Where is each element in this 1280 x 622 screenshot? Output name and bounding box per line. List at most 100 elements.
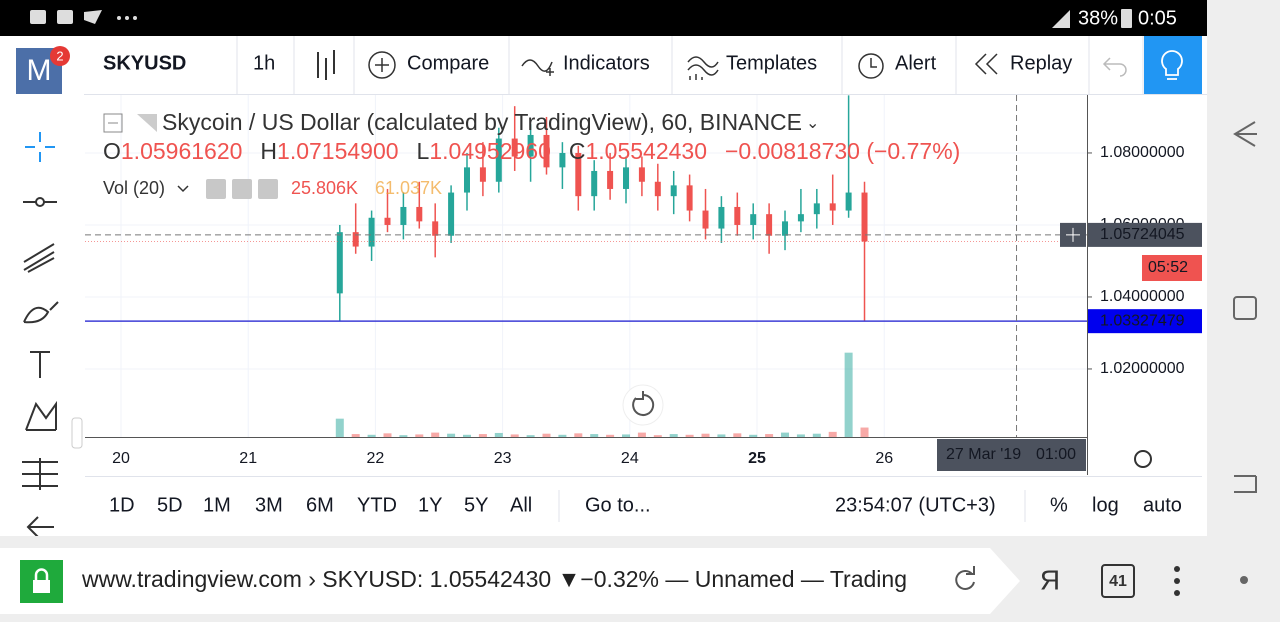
ideas-button[interactable] xyxy=(1144,36,1202,94)
compare[interactable]: Compare xyxy=(407,52,489,74)
x-tick-label: 22 xyxy=(367,450,385,467)
drawing-tools[interactable] xyxy=(22,132,59,538)
volume-bar xyxy=(796,434,805,437)
reset-chart[interactable] xyxy=(622,384,664,426)
horizontal-line-label-bg xyxy=(1088,309,1202,334)
volume-bar xyxy=(399,435,408,437)
volume-value: 25.806K xyxy=(291,178,358,198)
candle-body xyxy=(400,206,407,225)
x-tick-label: 24 xyxy=(621,450,639,467)
candle-body xyxy=(559,152,566,168)
volume-bar xyxy=(383,433,392,437)
ohlc-legend: O1.05961620 H1.07154900 L1.04952960 C1.0554… xyxy=(103,138,960,164)
candle-body xyxy=(495,138,502,182)
candle-body xyxy=(861,192,868,242)
indicators[interactable]: Indicators xyxy=(563,52,650,74)
auto-toggle[interactable]: auto xyxy=(1143,494,1182,516)
nav-bar xyxy=(1207,0,1280,622)
server-clock: 23:54:07 (UTC+3) xyxy=(835,494,996,516)
candle-body xyxy=(766,214,773,236)
chart-style-icon[interactable] xyxy=(317,50,335,80)
candle-body xyxy=(575,152,582,197)
settings[interactable] xyxy=(1134,450,1152,468)
sidebar-handle[interactable] xyxy=(71,417,83,449)
compare-icon xyxy=(368,51,396,79)
url: www.tradingview.com › SKYUSD: 1.05542430… xyxy=(81,566,907,592)
badge xyxy=(50,46,70,66)
url-field[interactable] xyxy=(0,548,1020,614)
range-buttons: 1D 5D 1M 3M 6M YTD 1Y 5Y All xyxy=(109,494,532,516)
volume-bar xyxy=(494,432,503,437)
volume-bar xyxy=(812,433,821,437)
volume-bar xyxy=(478,434,487,437)
candle-body xyxy=(368,217,375,247)
volume-bar xyxy=(669,434,678,437)
volume-bar xyxy=(367,434,376,437)
series xyxy=(335,95,869,437)
collapse-legend[interactable] xyxy=(103,113,123,133)
candle-body xyxy=(702,210,709,229)
range-button[interactable]: 6M xyxy=(306,494,334,516)
nav-buttons[interactable] xyxy=(1233,121,1257,493)
volume-bar xyxy=(781,432,790,437)
volume-bar xyxy=(447,433,456,437)
range-button[interactable]: 5Y xyxy=(464,494,488,516)
tabs-button[interactable] xyxy=(1101,564,1135,598)
toolbar-dividers xyxy=(84,36,1207,95)
candle-body xyxy=(670,185,677,197)
log-toggle[interactable]: log xyxy=(1092,494,1119,516)
indicators-icon xyxy=(521,59,554,76)
menu[interactable] xyxy=(1174,566,1180,596)
chevron[interactable]: ⌄ xyxy=(806,115,819,132)
candle-body xyxy=(718,206,725,229)
yandex[interactable]: Я xyxy=(1040,564,1060,595)
templates[interactable]: Templates xyxy=(726,52,817,74)
badge-count: 2 xyxy=(56,48,63,63)
volume-bar xyxy=(637,432,646,437)
range-button[interactable]: 1M xyxy=(203,494,231,516)
interval[interactable]: 1h xyxy=(253,52,275,74)
candle-body xyxy=(734,206,741,225)
percent-toggle[interactable]: % xyxy=(1050,494,1068,516)
countdown-bg xyxy=(1142,255,1202,281)
symbol[interactable]: SKYUSD xyxy=(103,52,186,74)
alert[interactable]: Alert xyxy=(895,52,937,74)
ohlc-value: 1.04952960 xyxy=(429,138,551,164)
candle-body xyxy=(448,192,455,236)
status-icons xyxy=(30,9,1132,28)
volume-bar xyxy=(860,427,869,437)
candle-body xyxy=(797,214,804,222)
change: −0.00818730 (−0.77%) xyxy=(725,138,960,164)
undo[interactable] xyxy=(1102,57,1127,77)
candle-body xyxy=(432,221,439,236)
volume-bar xyxy=(542,433,551,437)
x-tick-label: 23 xyxy=(494,450,512,467)
range-button[interactable]: All xyxy=(510,494,532,516)
symbol-logo xyxy=(137,114,157,132)
volume-bar xyxy=(431,432,440,437)
clock: 0:05 xyxy=(1138,7,1177,29)
candle-body xyxy=(543,134,550,168)
replay[interactable]: Replay xyxy=(1010,52,1072,74)
range-button[interactable]: YTD xyxy=(357,494,397,516)
ohlc-value: 1.05542430 xyxy=(585,138,707,164)
volume-bar xyxy=(558,434,567,437)
nav-dot xyxy=(1240,576,1248,584)
x-tick-label: 20 xyxy=(112,450,130,467)
volume-bar xyxy=(828,431,837,437)
range-button[interactable]: 3M xyxy=(255,494,283,516)
volume-controls[interactable] xyxy=(206,179,278,199)
ohlc-key: L xyxy=(417,138,430,164)
range-button[interactable]: 1Y xyxy=(418,494,442,516)
volume-bar xyxy=(844,352,853,437)
range-button[interactable]: 1D xyxy=(109,494,135,516)
volume-bar xyxy=(351,434,360,437)
crosshair-price: 1.05724045 xyxy=(1100,226,1185,243)
go-to[interactable]: Go to... xyxy=(585,494,651,516)
volume-bar xyxy=(622,434,631,437)
range-button[interactable]: 5D xyxy=(157,494,183,516)
reload[interactable] xyxy=(955,566,975,590)
volume-bar xyxy=(606,434,615,437)
tab-count: 41 xyxy=(1109,573,1127,590)
